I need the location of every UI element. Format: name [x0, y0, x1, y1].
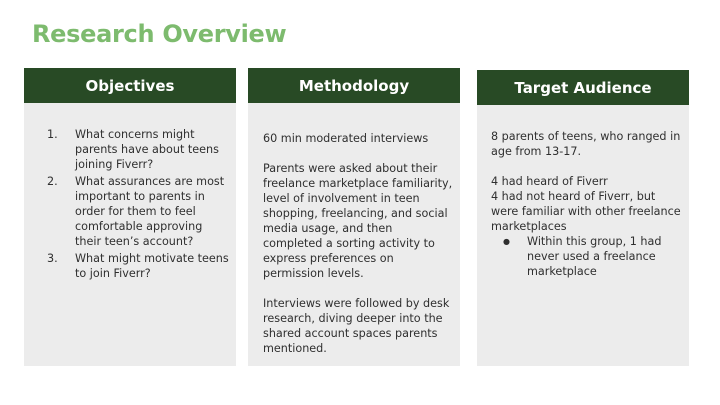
audience-paragraph-3: 4 had not heard of Fiverr, but were fami…: [491, 190, 681, 233]
methodology-body: 60 min moderated interviews Parents were…: [263, 131, 453, 356]
audience-bullet-text: Within this group, 1 had never used a fr…: [527, 235, 662, 278]
objectives-header: Objectives: [24, 68, 236, 103]
audience-card: [477, 70, 689, 366]
objective-text: What concerns might parents have about t…: [75, 128, 219, 171]
objective-text: What might motivate teens to join Fiverr…: [75, 252, 229, 280]
audience-paragraph-1: 8 parents of teens, who ranged in age fr…: [491, 130, 681, 158]
slide-title: Research Overview: [32, 20, 287, 48]
objective-number: 2.: [47, 175, 58, 188]
methodology-header: Methodology: [248, 68, 460, 103]
bullet-icon: ●: [503, 237, 510, 246]
objective-item: 3. What might motivate teens to join Fiv…: [47, 251, 229, 281]
methodology-paragraph-3: Interviews were followed by desk researc…: [263, 297, 450, 355]
objective-number: 3.: [47, 252, 58, 265]
audience-header: Target Audience: [477, 70, 689, 105]
audience-bullet-list: ● Within this group, 1 had never used a …: [491, 234, 686, 279]
objective-item: 1. What concerns might parents have abou…: [47, 127, 229, 172]
objective-text: What assurances are most important to pa…: [75, 175, 225, 248]
audience-paragraph-2: 4 had heard of Fiverr: [491, 175, 608, 188]
audience-bullet-item: ● Within this group, 1 had never used a …: [491, 234, 686, 279]
methodology-card: [248, 68, 460, 366]
methodology-paragraph-2: Parents were asked about their freelance…: [263, 162, 453, 280]
objective-number: 1.: [47, 128, 58, 141]
objectives-list: 1. What concerns might parents have abou…: [47, 127, 229, 281]
objectives-body: 1. What concerns might parents have abou…: [47, 127, 229, 283]
audience-body: 8 parents of teens, who ranged in age fr…: [491, 129, 686, 279]
methodology-paragraph-1: 60 min moderated interviews: [263, 132, 429, 145]
objective-item: 2. What assurances are most important to…: [47, 174, 229, 249]
objectives-card: [24, 68, 236, 366]
